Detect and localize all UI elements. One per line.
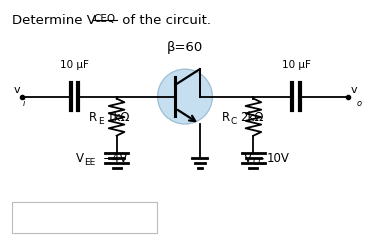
Text: 1kΩ: 1kΩ [107, 111, 130, 124]
Text: i: i [23, 99, 25, 108]
Circle shape [158, 69, 212, 124]
FancyBboxPatch shape [12, 202, 157, 234]
Text: R: R [222, 111, 230, 124]
Text: CC: CC [252, 158, 265, 167]
Text: V: V [243, 152, 252, 165]
Text: of the circuit.: of the circuit. [118, 13, 211, 27]
Text: 10 μF: 10 μF [282, 60, 311, 70]
Text: C: C [231, 117, 237, 125]
Text: o: o [357, 99, 362, 108]
Text: E: E [98, 117, 104, 125]
Text: R: R [89, 111, 97, 124]
Text: 10V: 10V [267, 152, 290, 165]
Text: v: v [13, 85, 20, 95]
Text: β=60: β=60 [167, 41, 203, 54]
Text: EE: EE [84, 158, 95, 167]
Text: −4V: −4V [103, 152, 128, 165]
Text: Determine V: Determine V [12, 13, 96, 27]
Text: 2kΩ: 2kΩ [240, 111, 263, 124]
Text: 10 μF: 10 μF [60, 60, 89, 70]
Text: V: V [75, 152, 84, 165]
Text: CEQ: CEQ [93, 13, 115, 23]
Text: v: v [351, 85, 358, 95]
